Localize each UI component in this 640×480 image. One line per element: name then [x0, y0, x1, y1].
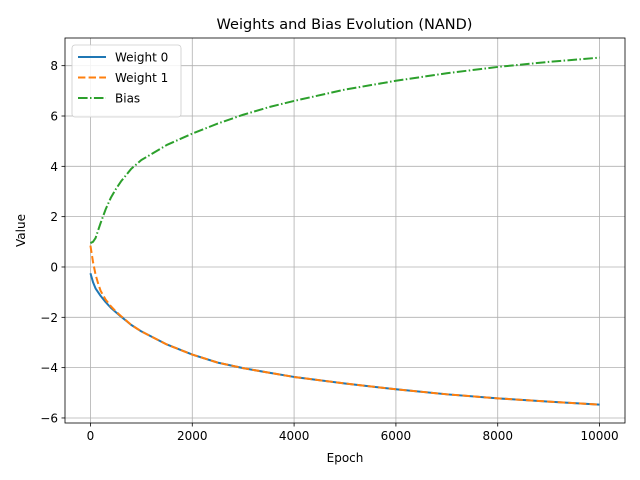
chart-title: Weights and Bias Evolution (NAND) [217, 17, 473, 33]
legend-label: Weight 0 [115, 51, 168, 65]
y-tick-label: 2 [50, 210, 58, 224]
y-tick-label: 6 [50, 110, 58, 124]
grid [65, 38, 625, 423]
plot-frame [64, 37, 626, 424]
x-tick-label: 8000 [482, 429, 513, 443]
series-line-bias [90, 56, 600, 244]
y-tick-label: −4 [40, 361, 58, 375]
y-tick-label: 8 [50, 59, 58, 73]
legend-label: Bias [115, 92, 140, 106]
y-tick-label: −2 [40, 311, 58, 325]
axis-ticks: 0 2000 4000 6000 8000 10000 −6 −4 −2 0 2 4 6 8 [40, 59, 618, 443]
y-tick-label: 0 [50, 260, 58, 274]
x-tick-label: 4000 [279, 429, 310, 443]
series-lines [89, 56, 600, 406]
legend: Weight 0 Weight 1 Bias [71, 44, 182, 118]
series-line-weight-1 [89, 245, 600, 406]
y-tick-label: 4 [50, 160, 58, 174]
x-axis-label: Epoch [327, 451, 364, 465]
y-tick-label: −6 [40, 411, 58, 425]
x-tick-label: 6000 [381, 429, 412, 443]
x-tick-label: 2000 [177, 429, 208, 443]
x-tick-label: 10000 [580, 429, 618, 443]
legend-label: Weight 1 [115, 71, 168, 85]
x-tick-label: 0 [87, 429, 95, 443]
y-axis-label: Value [14, 214, 28, 247]
